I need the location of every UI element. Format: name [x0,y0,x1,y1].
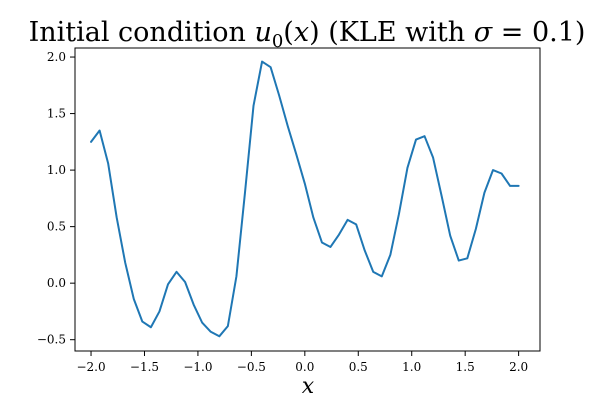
x-tick-label: −2.0 [76,360,105,374]
title-close-paren: ) [309,17,320,48]
chart-title: Initial condition u0(x) (KLE with σ = 0.… [29,17,586,52]
y-tick-label: 1.5 [47,107,66,121]
plot-area [90,60,520,338]
x-axis-ticks: −2.0 −1.5 −1.0 −0.5 0.0 0.5 1.0 1.5 2.0 [76,351,528,374]
title-u: u [254,17,271,48]
y-tick-label: 2.0 [47,50,66,64]
title-equals: = [492,17,532,48]
x-tick-label: 1.5 [456,360,475,374]
title-value: 0.1 [532,17,575,48]
y-tick-label: −0.5 [37,333,66,347]
y-tick-label: 0.0 [47,276,66,290]
title-prefix: Initial condition [29,17,255,48]
x-tick-label: −1.0 [183,360,212,374]
series-line [90,60,520,338]
title-x: x [294,17,309,48]
title-middle: (KLE with [320,17,474,48]
title-suffix: ) [575,17,586,48]
x-tick-label: 2.0 [509,360,528,374]
title-sigma: σ [474,17,494,48]
y-tick-label: 1.0 [47,163,66,177]
x-tick-label: 0.5 [349,360,368,374]
x-tick-label: −0.5 [237,360,266,374]
y-tick-label: 0.5 [47,220,66,234]
x-axis-label: x [302,374,315,399]
x-tick-label: −1.5 [130,360,159,374]
y-axis-ticks: −0.5 0.0 0.5 1.0 1.5 2.0 [37,50,75,347]
title-open-paren: ( [283,17,294,48]
x-tick-label: 1.0 [402,360,421,374]
x-tick-label: 0.0 [295,360,314,374]
plot-frame [74,47,541,352]
title-subscript: 0 [272,31,283,52]
